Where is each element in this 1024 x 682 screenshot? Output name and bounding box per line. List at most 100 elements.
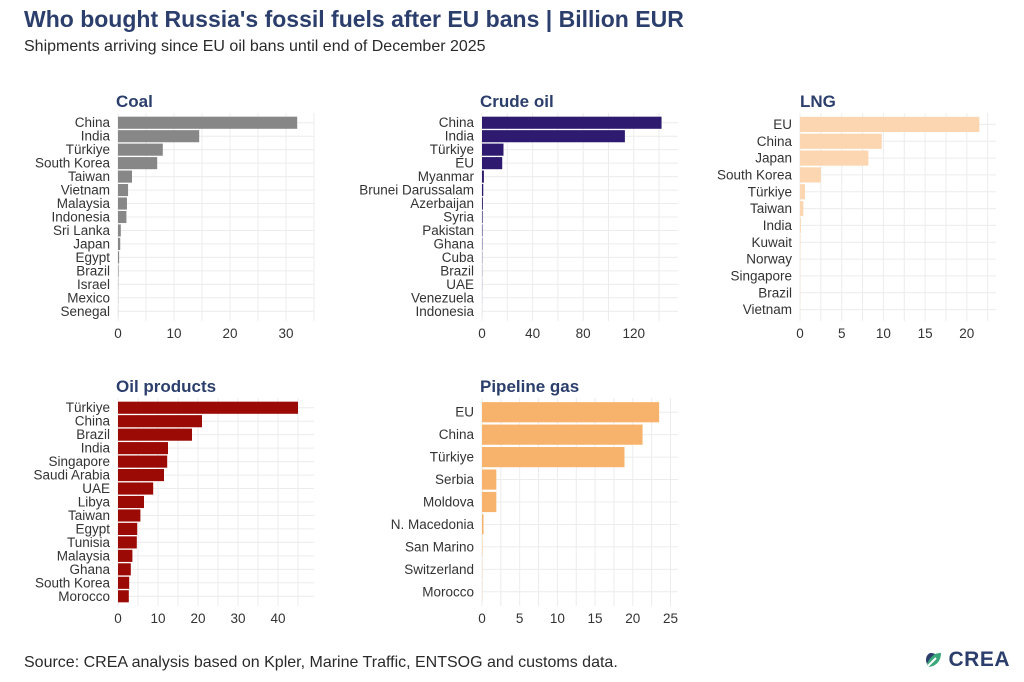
category-label: China (439, 427, 475, 442)
bar-egypt (118, 522, 138, 535)
crea-logo: CREA (924, 648, 1010, 672)
bar-china (482, 424, 643, 445)
category-label: Sri Lanka (53, 223, 111, 238)
bar-libya (118, 495, 144, 509)
category-label: Brazil (440, 263, 474, 278)
x-tick-label: 30 (278, 326, 293, 341)
category-label: Saudi Arabia (33, 468, 110, 483)
category-label: India (763, 218, 793, 233)
category-label: Syria (443, 210, 474, 225)
category-label: India (81, 441, 111, 456)
category-label: China (75, 414, 111, 429)
x-tick-label: 0 (114, 611, 122, 626)
category-label: Singapore (48, 454, 110, 469)
bar-t-rkiye (800, 184, 806, 200)
bar-eu (800, 116, 980, 132)
bar-india (118, 442, 168, 455)
category-label: Indonesia (415, 304, 474, 319)
category-label: Morocco (58, 589, 110, 604)
bar-indonesia (118, 210, 127, 224)
category-label: Vietnam (61, 183, 110, 198)
category-label: Egypt (75, 521, 110, 536)
bar-saudi-arabia (118, 469, 164, 482)
bar-eu (482, 402, 660, 423)
bar-south-korea (800, 167, 821, 183)
category-label: Taiwan (68, 169, 110, 184)
bar-taiwan (800, 201, 804, 217)
category-label: Türkiye (430, 142, 474, 157)
bar-moldova (482, 491, 497, 513)
category-label: Türkiye (748, 184, 792, 199)
chart-title: Who bought Russia's fossil fuels after E… (24, 6, 684, 32)
bar-india (118, 130, 200, 143)
category-label: EU (455, 156, 474, 171)
category-label: Malaysia (57, 196, 111, 211)
x-tick-label: 5 (516, 611, 524, 626)
category-label: N. Macedonia (391, 517, 475, 532)
bar-taiwan (118, 509, 141, 522)
bar-serbia (482, 469, 497, 490)
category-label: Taiwan (750, 201, 792, 216)
bar-south-korea (118, 576, 130, 589)
bar-singapore (118, 455, 168, 468)
lng-panel-title: LNG (800, 92, 836, 111)
category-label: South Korea (35, 156, 111, 171)
coal-panel-title: Coal (116, 92, 153, 111)
bar-t-rkiye (482, 143, 504, 156)
category-label: China (75, 115, 111, 130)
pipeline-gas-panel-title: Pipeline gas (480, 377, 580, 396)
bar-eu (482, 157, 503, 170)
category-label: Azerbaijan (410, 196, 474, 211)
category-label: South Korea (35, 575, 111, 590)
category-label: Mexico (67, 290, 110, 305)
category-label: Cuba (442, 250, 475, 265)
bar-uae (118, 482, 154, 495)
category-label: UAE (82, 481, 110, 496)
category-label: India (81, 129, 111, 144)
category-label: UAE (446, 277, 474, 292)
category-label: Japan (73, 236, 110, 251)
category-label: Brazil (76, 427, 110, 442)
category-label: Tunisia (67, 535, 111, 550)
bar-india (482, 130, 625, 143)
bar-ghana (118, 563, 131, 576)
category-label: Israel (77, 277, 110, 292)
x-tick-label: 5 (838, 326, 846, 341)
category-label: Libya (78, 495, 111, 510)
category-label: South Korea (717, 167, 793, 182)
x-tick-label: 15 (588, 611, 603, 626)
category-label: Ghana (433, 236, 474, 251)
category-label: Switzerland (404, 562, 474, 577)
category-label: Türkiye (66, 400, 110, 415)
bar-t-rkiye (118, 143, 163, 156)
category-label: Serbia (435, 472, 475, 487)
category-label: Kuwait (751, 235, 792, 250)
category-label: India (445, 129, 475, 144)
x-tick-label: 40 (525, 326, 540, 341)
bar-malaysia (118, 197, 127, 210)
bar-brazil (118, 264, 119, 277)
category-label: Myanmar (418, 169, 475, 184)
x-tick-label: 0 (478, 326, 486, 341)
bar-myanmar (482, 170, 484, 183)
category-label: Indonesia (51, 210, 110, 225)
category-label: China (757, 134, 793, 149)
category-label: Brazil (76, 263, 110, 278)
category-label: Malaysia (57, 548, 111, 563)
x-tick-label: 30 (230, 611, 245, 626)
category-label: Venezuela (411, 290, 475, 305)
bar-china (118, 415, 202, 428)
bar-china (800, 133, 882, 149)
x-tick-label: 80 (576, 326, 591, 341)
category-label: Türkiye (66, 142, 110, 157)
crea-logo-text: CREA (948, 648, 1010, 671)
bar-morocco (118, 590, 129, 603)
x-tick-label: 0 (114, 326, 122, 341)
oil-products-panel-title: Oil products (116, 377, 217, 396)
category-label: Türkiye (430, 450, 474, 465)
